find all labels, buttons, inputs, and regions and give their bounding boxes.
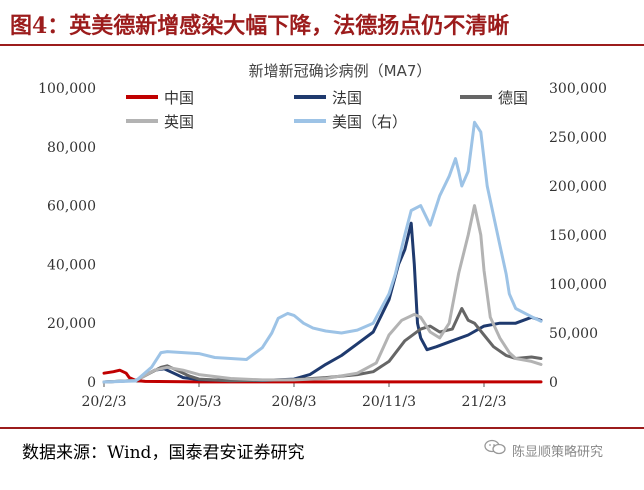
y-right-tick-label: 300,000 (549, 81, 607, 97)
series-line-0 (102, 368, 543, 384)
x-tick-label: 20/5/3 (176, 394, 221, 410)
series-line-2 (102, 307, 543, 384)
y-right-tick-label: 0 (549, 375, 558, 391)
y-left-tick-label: 80,000 (47, 140, 96, 156)
watermark-text: 陈显顺策略研究 (512, 445, 604, 460)
series-line-3 (102, 204, 543, 384)
chart: 新增新冠确诊病例（MA7） 0 20,000 40,000 60,000 80,000 10… (38, 62, 607, 410)
x-tick-label: 20/11/3 (362, 394, 416, 410)
bottom-strip (0, 470, 644, 490)
figure-title: 图4：英美德新增感染大幅下降，法德扬点仍不清晰 (10, 13, 510, 39)
y-left-tick-label: 0 (87, 375, 96, 391)
legend-label-4: 美国（右） (332, 113, 407, 131)
x-tick-label: 21/2/3 (461, 394, 506, 410)
y-right-tick-label: 200,000 (549, 179, 607, 195)
series-line-4 (102, 120, 543, 384)
series-line-1 (102, 221, 543, 384)
legend-label-3: 英国 (164, 113, 194, 131)
wechat-icon (484, 439, 506, 455)
figure-title-bar: 图4：英美德新增感染大幅下降，法德扬点仍不清晰 (0, 0, 644, 46)
y-left-tick-label: 100,000 (38, 81, 96, 97)
legend-label-1: 法国 (332, 89, 362, 107)
chart-title: 新增新冠确诊病例（MA7） (249, 62, 432, 80)
y-right-tick-label: 250,000 (549, 130, 607, 146)
y-left-tick-label: 60,000 (47, 199, 96, 215)
legend-label-0: 中国 (164, 89, 194, 107)
x-tick-label: 20/8/3 (271, 394, 316, 410)
source-bar: 数据来源：Wind，国泰君安证券研究 陈显顺策略研究 (0, 427, 644, 465)
y-left-tick-label: 20,000 (47, 316, 96, 332)
y-right-tick-label: 50,000 (549, 326, 598, 342)
y-left-tick-label: 40,000 (47, 257, 96, 273)
y-right-tick-label: 100,000 (549, 277, 607, 293)
y-right-tick-label: 150,000 (549, 228, 607, 244)
legend-label-2: 德国 (498, 89, 528, 107)
source-note: 数据来源：Wind，国泰君安证券研究 (22, 443, 305, 463)
x-tick-label: 20/2/3 (81, 394, 126, 410)
